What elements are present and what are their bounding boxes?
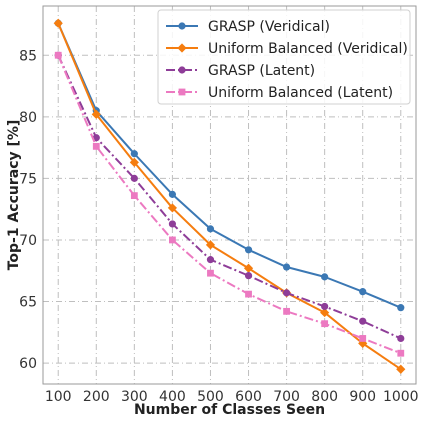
y-tick-label: 60 xyxy=(19,356,37,372)
data-point xyxy=(206,225,215,233)
data-point xyxy=(130,150,138,158)
x-axis-label: Number of Classes Seen xyxy=(134,402,325,418)
data-point xyxy=(359,317,367,325)
y-tick-label: 85 xyxy=(19,48,37,64)
data-point xyxy=(282,289,291,297)
y-tick-label: 75 xyxy=(19,171,37,187)
legend-item-3: GRASP (Latent) xyxy=(166,63,315,79)
series-line xyxy=(57,54,402,355)
legend-frame xyxy=(157,9,411,105)
data-point xyxy=(168,220,177,228)
legend-item-4: Uniform Balanced (Latent) xyxy=(166,85,393,101)
data-point xyxy=(397,304,405,312)
data-point xyxy=(397,349,405,357)
x-tick-label: 600 xyxy=(235,389,262,405)
data-point xyxy=(130,174,138,182)
data-point xyxy=(206,256,215,264)
data-point xyxy=(320,307,330,318)
data-point xyxy=(245,290,252,298)
legend-marker xyxy=(178,66,186,74)
data-point xyxy=(321,320,329,328)
x-tick-label: 700 xyxy=(273,389,300,405)
x-tick-label: 800 xyxy=(311,389,338,405)
legend-marker xyxy=(177,43,187,53)
data-point xyxy=(321,273,329,281)
data-point xyxy=(243,263,254,273)
legend-marker xyxy=(178,22,186,30)
series-line xyxy=(57,54,402,340)
y-tick-label: 70 xyxy=(19,233,37,249)
x-tick-label: 900 xyxy=(349,389,376,405)
data-point xyxy=(283,307,290,315)
plot-area xyxy=(42,5,417,385)
y-tick-label: 65 xyxy=(19,295,37,311)
data-point xyxy=(396,364,406,374)
legend-label: Uniform Balanced (Veridical) xyxy=(208,41,408,57)
legend: GRASP (Veridical) Uniform Balanced (Verid… xyxy=(157,9,411,105)
data-point xyxy=(167,203,178,213)
data-point xyxy=(282,263,291,271)
x-tick-label: 300 xyxy=(121,389,148,405)
data-point xyxy=(168,190,177,198)
data-point xyxy=(130,192,138,200)
data-point xyxy=(129,157,139,167)
legend-item-2: Uniform Balanced (Veridical) xyxy=(166,41,408,57)
series-1 xyxy=(54,19,405,312)
data-point xyxy=(54,51,62,59)
x-tick-label: 1000 xyxy=(383,389,419,405)
legend-label: Uniform Balanced (Latent) xyxy=(208,85,393,101)
series-2 xyxy=(53,18,406,374)
data-point xyxy=(92,142,100,150)
data-point xyxy=(359,288,367,296)
data-point xyxy=(169,236,176,244)
data-point xyxy=(321,302,329,311)
data-point xyxy=(53,18,63,28)
tick-labels: 100 200 300 400 500 600 700 800 900 1000 60 65 70 75 8… xyxy=(19,48,418,405)
data-point xyxy=(397,334,405,343)
x-tick-label: 200 xyxy=(83,389,110,405)
series-group xyxy=(53,18,406,374)
x-tick-label: 400 xyxy=(159,389,186,405)
x-tick-label: 500 xyxy=(197,389,224,405)
legend-item-1: GRASP (Veridical) xyxy=(166,19,330,35)
data-point xyxy=(244,246,253,254)
legend-marker xyxy=(178,88,186,96)
data-point xyxy=(207,269,214,277)
y-axis-label: Top-1 Accuracy [%] xyxy=(6,120,22,271)
series-4 xyxy=(54,51,405,357)
data-point xyxy=(359,335,367,342)
data-point xyxy=(205,240,216,250)
y-tick-label: 80 xyxy=(19,110,37,126)
legend-label: GRASP (Veridical) xyxy=(208,19,330,35)
x-tick-label: 100 xyxy=(45,389,72,405)
data-point xyxy=(91,109,101,119)
data-point xyxy=(244,272,253,280)
series-line xyxy=(57,22,402,309)
legend-label: GRASP (Latent) xyxy=(208,63,315,79)
series-line xyxy=(57,22,402,371)
